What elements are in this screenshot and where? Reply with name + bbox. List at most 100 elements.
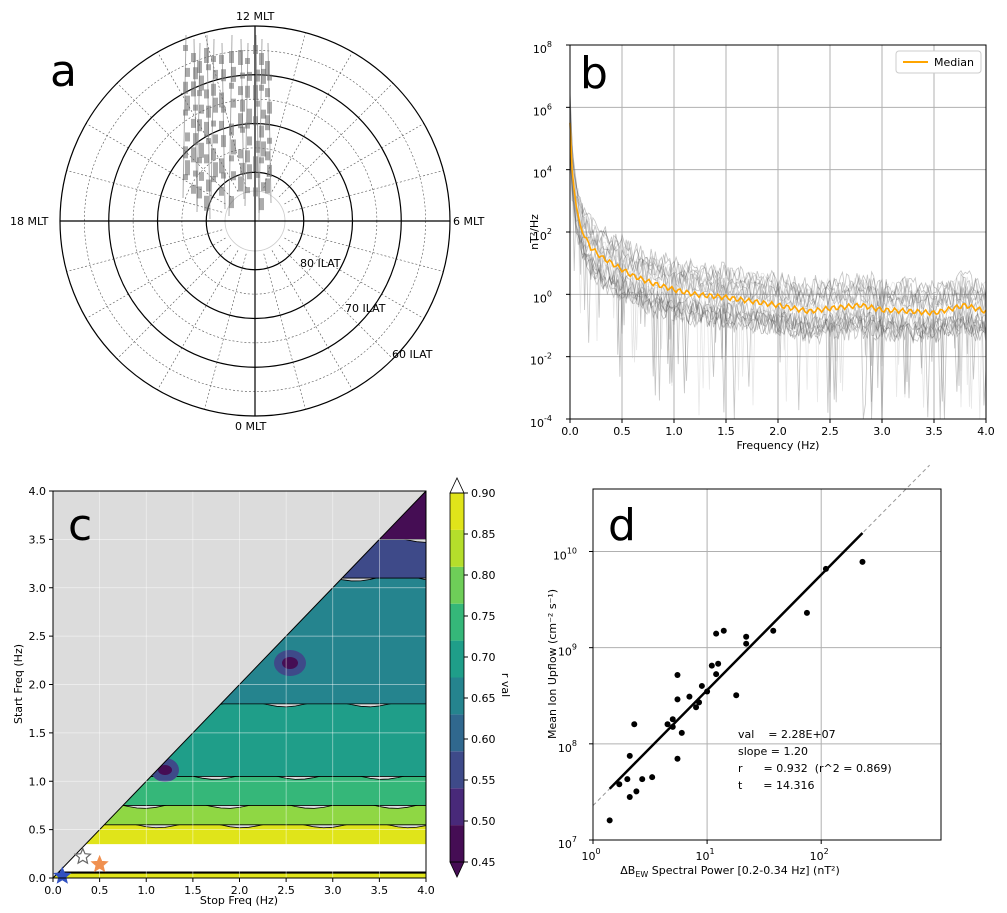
spectrum-trace bbox=[569, 104, 987, 406]
contour-y-ticks: 0.0 0.5 1.0 1.5 2.0 2.5 3.0 3.5 4.0 bbox=[29, 485, 53, 885]
spectrum-trace bbox=[569, 103, 987, 319]
panel-d-scatter-plot: 100 101 102 107 108 109 1010 val = 2.28E+07 s… bbox=[546, 464, 942, 879]
track-segment bbox=[238, 86, 243, 96]
track-segment bbox=[211, 148, 216, 161]
scatter-point bbox=[770, 627, 777, 634]
track-segment bbox=[253, 187, 258, 197]
track-segment bbox=[247, 71, 252, 81]
track-segment bbox=[199, 171, 204, 181]
contour-y-tick-label: 0.5 bbox=[29, 824, 47, 837]
track-segment bbox=[267, 137, 272, 144]
panel-c-contour-plot: 0.0 0.5 1.0 1.5 2.0 2.5 3.0 3.5 4.0 0.0 0.5 1.0 1.5… bbox=[12, 477, 512, 907]
scatter-x-ticks: 100 101 102 bbox=[581, 840, 829, 863]
track-segment bbox=[183, 174, 188, 181]
spectrum-trace bbox=[569, 93, 987, 388]
scatter-x-tick-label: 101 bbox=[696, 847, 715, 863]
track-segment bbox=[204, 48, 209, 63]
colorbar-segment bbox=[450, 788, 464, 826]
star-marker bbox=[53, 866, 72, 884]
spectrum-trace bbox=[569, 105, 987, 369]
spectrum-trace bbox=[569, 130, 987, 409]
scatter-point bbox=[649, 774, 656, 781]
track-segment bbox=[221, 106, 226, 113]
fit-line bbox=[608, 532, 864, 790]
contour-spot-1p2-core bbox=[158, 765, 172, 775]
spectra-y-tick-label: 106 bbox=[533, 102, 552, 118]
track-segment bbox=[191, 118, 196, 128]
polar-spoke bbox=[116, 82, 232, 198]
track-segment bbox=[213, 97, 218, 113]
track-segment bbox=[255, 140, 260, 153]
track-segment bbox=[219, 55, 224, 64]
panel-label-d: d bbox=[608, 500, 636, 551]
track-segment bbox=[238, 149, 243, 159]
scatter-point bbox=[704, 688, 711, 695]
scatter-point bbox=[713, 630, 720, 637]
track-segment bbox=[240, 72, 245, 79]
scatter-point bbox=[720, 627, 727, 634]
contour-x-tick-label: 2.5 bbox=[277, 884, 295, 897]
track-segment bbox=[206, 105, 211, 118]
ilat-label-70: 70 ILAT bbox=[345, 302, 386, 315]
spectrum-trace bbox=[569, 124, 987, 403]
track-segment bbox=[199, 142, 204, 158]
polar-spoke bbox=[278, 244, 394, 360]
track-segment bbox=[240, 99, 245, 112]
track-segment bbox=[197, 90, 202, 97]
track-segment bbox=[197, 119, 202, 132]
colorbar-segment bbox=[450, 751, 464, 789]
contour-x-ticks: 0.0 0.5 1.0 1.5 2.0 2.5 3.0 3.5 4.0 bbox=[44, 878, 435, 897]
polar-spoke bbox=[66, 170, 223, 213]
track-segment bbox=[261, 182, 266, 192]
track-segment bbox=[265, 151, 270, 161]
polar-spoke bbox=[116, 244, 232, 360]
track-segment bbox=[193, 170, 198, 177]
spectrum-trace bbox=[569, 127, 987, 413]
contour-y-tick-label: 2.0 bbox=[29, 679, 47, 692]
scatter-y-label: Mean Ion Upflow (cm⁻² s⁻¹) bbox=[546, 589, 559, 739]
spectrum-trace bbox=[569, 144, 987, 420]
ilat-label-60: 60 ILAT bbox=[392, 348, 433, 361]
track-segment bbox=[267, 101, 272, 114]
track-segment bbox=[259, 198, 264, 211]
track-segment bbox=[238, 176, 243, 192]
track-segment bbox=[259, 84, 264, 91]
track-segment bbox=[261, 68, 266, 84]
track-segment bbox=[211, 83, 216, 96]
contour-y-tick-label: 3.5 bbox=[29, 533, 47, 546]
scatter-point bbox=[624, 776, 631, 783]
spectra-x-label: Frequency (Hz) bbox=[737, 439, 820, 452]
polar-spoke bbox=[66, 229, 223, 272]
polar-spoke bbox=[287, 170, 444, 213]
spectrum-trace bbox=[569, 141, 987, 402]
track-line bbox=[210, 38, 215, 203]
spectrum-trace bbox=[569, 101, 987, 365]
contour-y-label: Start Freq (Hz) bbox=[12, 644, 25, 724]
colorbar-segment bbox=[450, 566, 464, 604]
track-segment bbox=[204, 89, 209, 99]
spectra-x-tick-label: 2.0 bbox=[769, 425, 787, 438]
colorbar-segment bbox=[450, 529, 464, 567]
scatter-point bbox=[715, 660, 722, 667]
track-segment bbox=[253, 85, 258, 101]
contour-x-tick-label: 4.0 bbox=[417, 884, 435, 897]
colorbar-tick-label: 0.45 bbox=[471, 856, 496, 869]
track-line bbox=[182, 34, 187, 199]
scatter-point bbox=[669, 716, 676, 723]
track-segment bbox=[219, 120, 224, 130]
track-segment bbox=[219, 186, 224, 196]
contour-y-tick-label: 1.5 bbox=[29, 727, 47, 740]
colorbar-tick-label: 0.50 bbox=[471, 815, 496, 828]
track-segment bbox=[245, 122, 250, 129]
spectrum-trace bbox=[569, 142, 987, 420]
scatter-point bbox=[713, 671, 720, 678]
spectra-y-tick-label: 10-2 bbox=[530, 352, 552, 368]
scatter-point bbox=[664, 721, 671, 728]
track-segment bbox=[197, 61, 202, 73]
spectrum-trace bbox=[569, 146, 987, 420]
scatter-point bbox=[626, 752, 633, 759]
contour-y-tick-label: 1.0 bbox=[29, 775, 47, 788]
colorbar-tick-label: 0.75 bbox=[471, 610, 496, 623]
scatter-x-label: ΔBEW Spectral Power [0.2-0.34 Hz] (nT²) bbox=[620, 864, 839, 879]
scatter-point bbox=[803, 609, 810, 616]
